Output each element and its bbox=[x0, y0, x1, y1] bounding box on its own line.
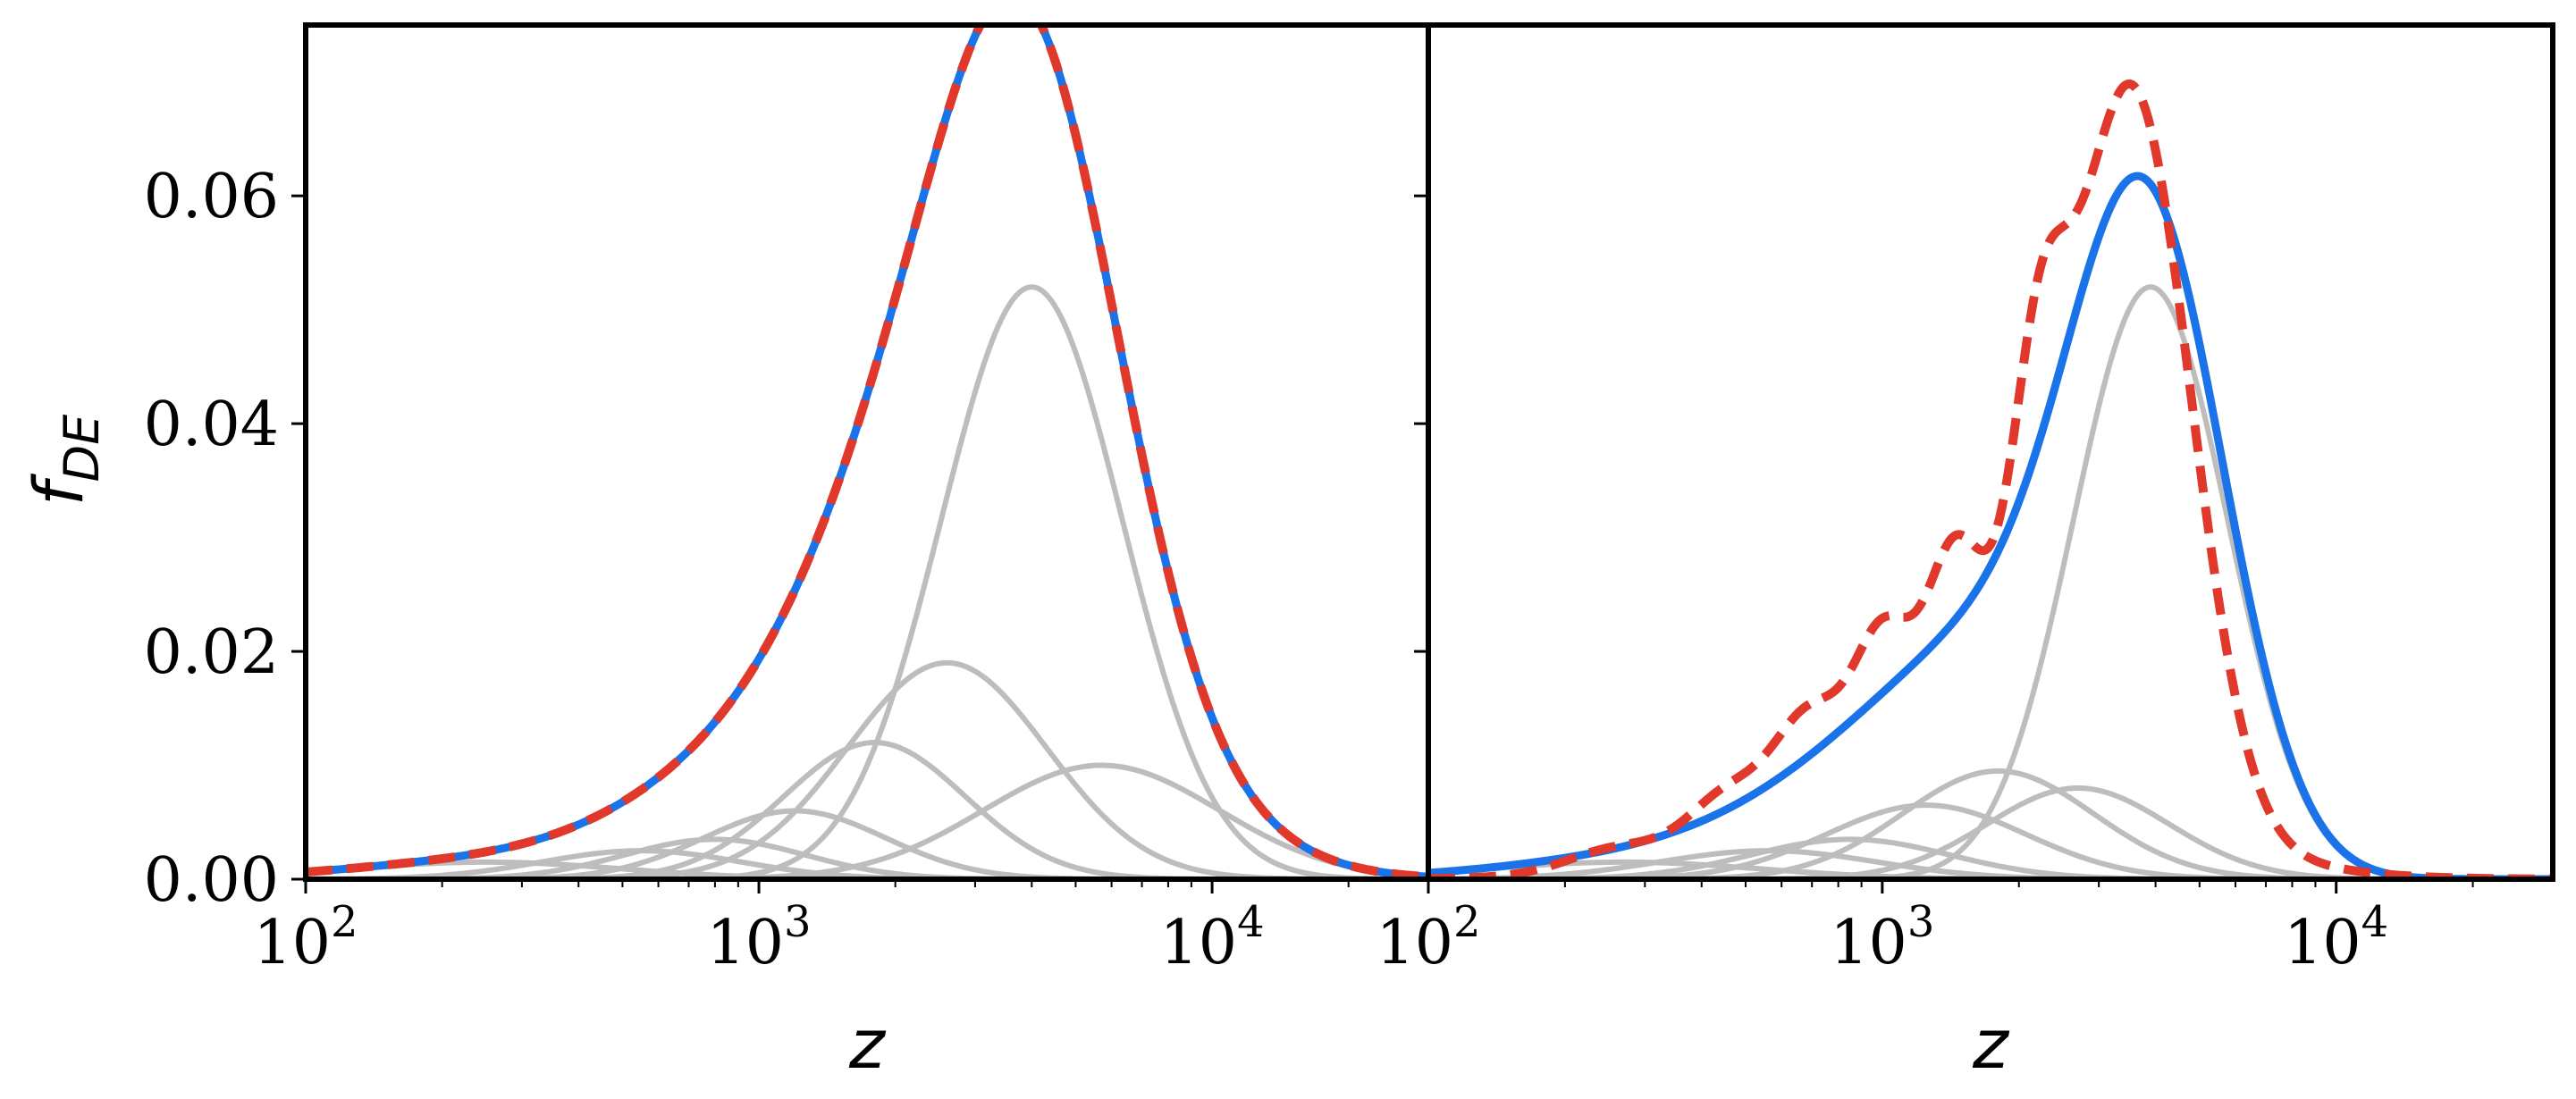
target-dashed-line bbox=[306, 25, 1428, 879]
x-tick-base: 10 bbox=[2284, 908, 2361, 978]
x-tick-exp: 4 bbox=[1237, 897, 1265, 947]
x-axis-label: z bbox=[1972, 1004, 2010, 1084]
x-tick-base: 10 bbox=[1376, 908, 1453, 978]
x-tick-exp: 3 bbox=[784, 897, 812, 947]
axes-frame bbox=[1426, 22, 2555, 882]
target-dashed-line bbox=[1428, 79, 2553, 879]
x-tick-label: 104 bbox=[2284, 897, 2388, 978]
component-curve-1 bbox=[306, 284, 1428, 879]
x-tick-label: 103 bbox=[707, 897, 812, 978]
x-tick-label: 102 bbox=[1376, 897, 1480, 978]
x-tick-exp: 2 bbox=[1453, 897, 1481, 947]
y-tick-label: 0.06 bbox=[144, 162, 279, 232]
x-tick-exp: 4 bbox=[2361, 897, 2389, 947]
plot-area bbox=[1428, 79, 2553, 879]
x-tick-base: 10 bbox=[1830, 908, 1907, 978]
x-tick-label: 102 bbox=[253, 897, 358, 978]
plot-area bbox=[306, 25, 1428, 879]
x-tick-label: 103 bbox=[1830, 897, 1934, 978]
x-tick-base: 10 bbox=[707, 908, 785, 978]
x-axis-label: z bbox=[848, 1004, 887, 1084]
axes-frame bbox=[303, 22, 1431, 882]
x-tick-base: 10 bbox=[1160, 908, 1238, 978]
x-tick-base: 10 bbox=[253, 908, 331, 978]
component-curve-3 bbox=[306, 762, 1428, 879]
y-tick-label: 0.02 bbox=[144, 617, 279, 688]
y-tick-label: 0.00 bbox=[144, 845, 279, 916]
y-tick-label: 0.04 bbox=[144, 390, 279, 460]
x-tick-label: 104 bbox=[1160, 897, 1265, 978]
y-axis-label-sub: DE bbox=[54, 414, 110, 482]
y-axis-label: fDE bbox=[19, 414, 110, 506]
component-curve-4 bbox=[1428, 802, 2553, 879]
x-tick-exp: 3 bbox=[1907, 897, 1935, 947]
component-curve-6 bbox=[1428, 848, 2553, 879]
component-curve-1 bbox=[1428, 284, 2553, 879]
x-tick-exp: 2 bbox=[331, 897, 358, 947]
